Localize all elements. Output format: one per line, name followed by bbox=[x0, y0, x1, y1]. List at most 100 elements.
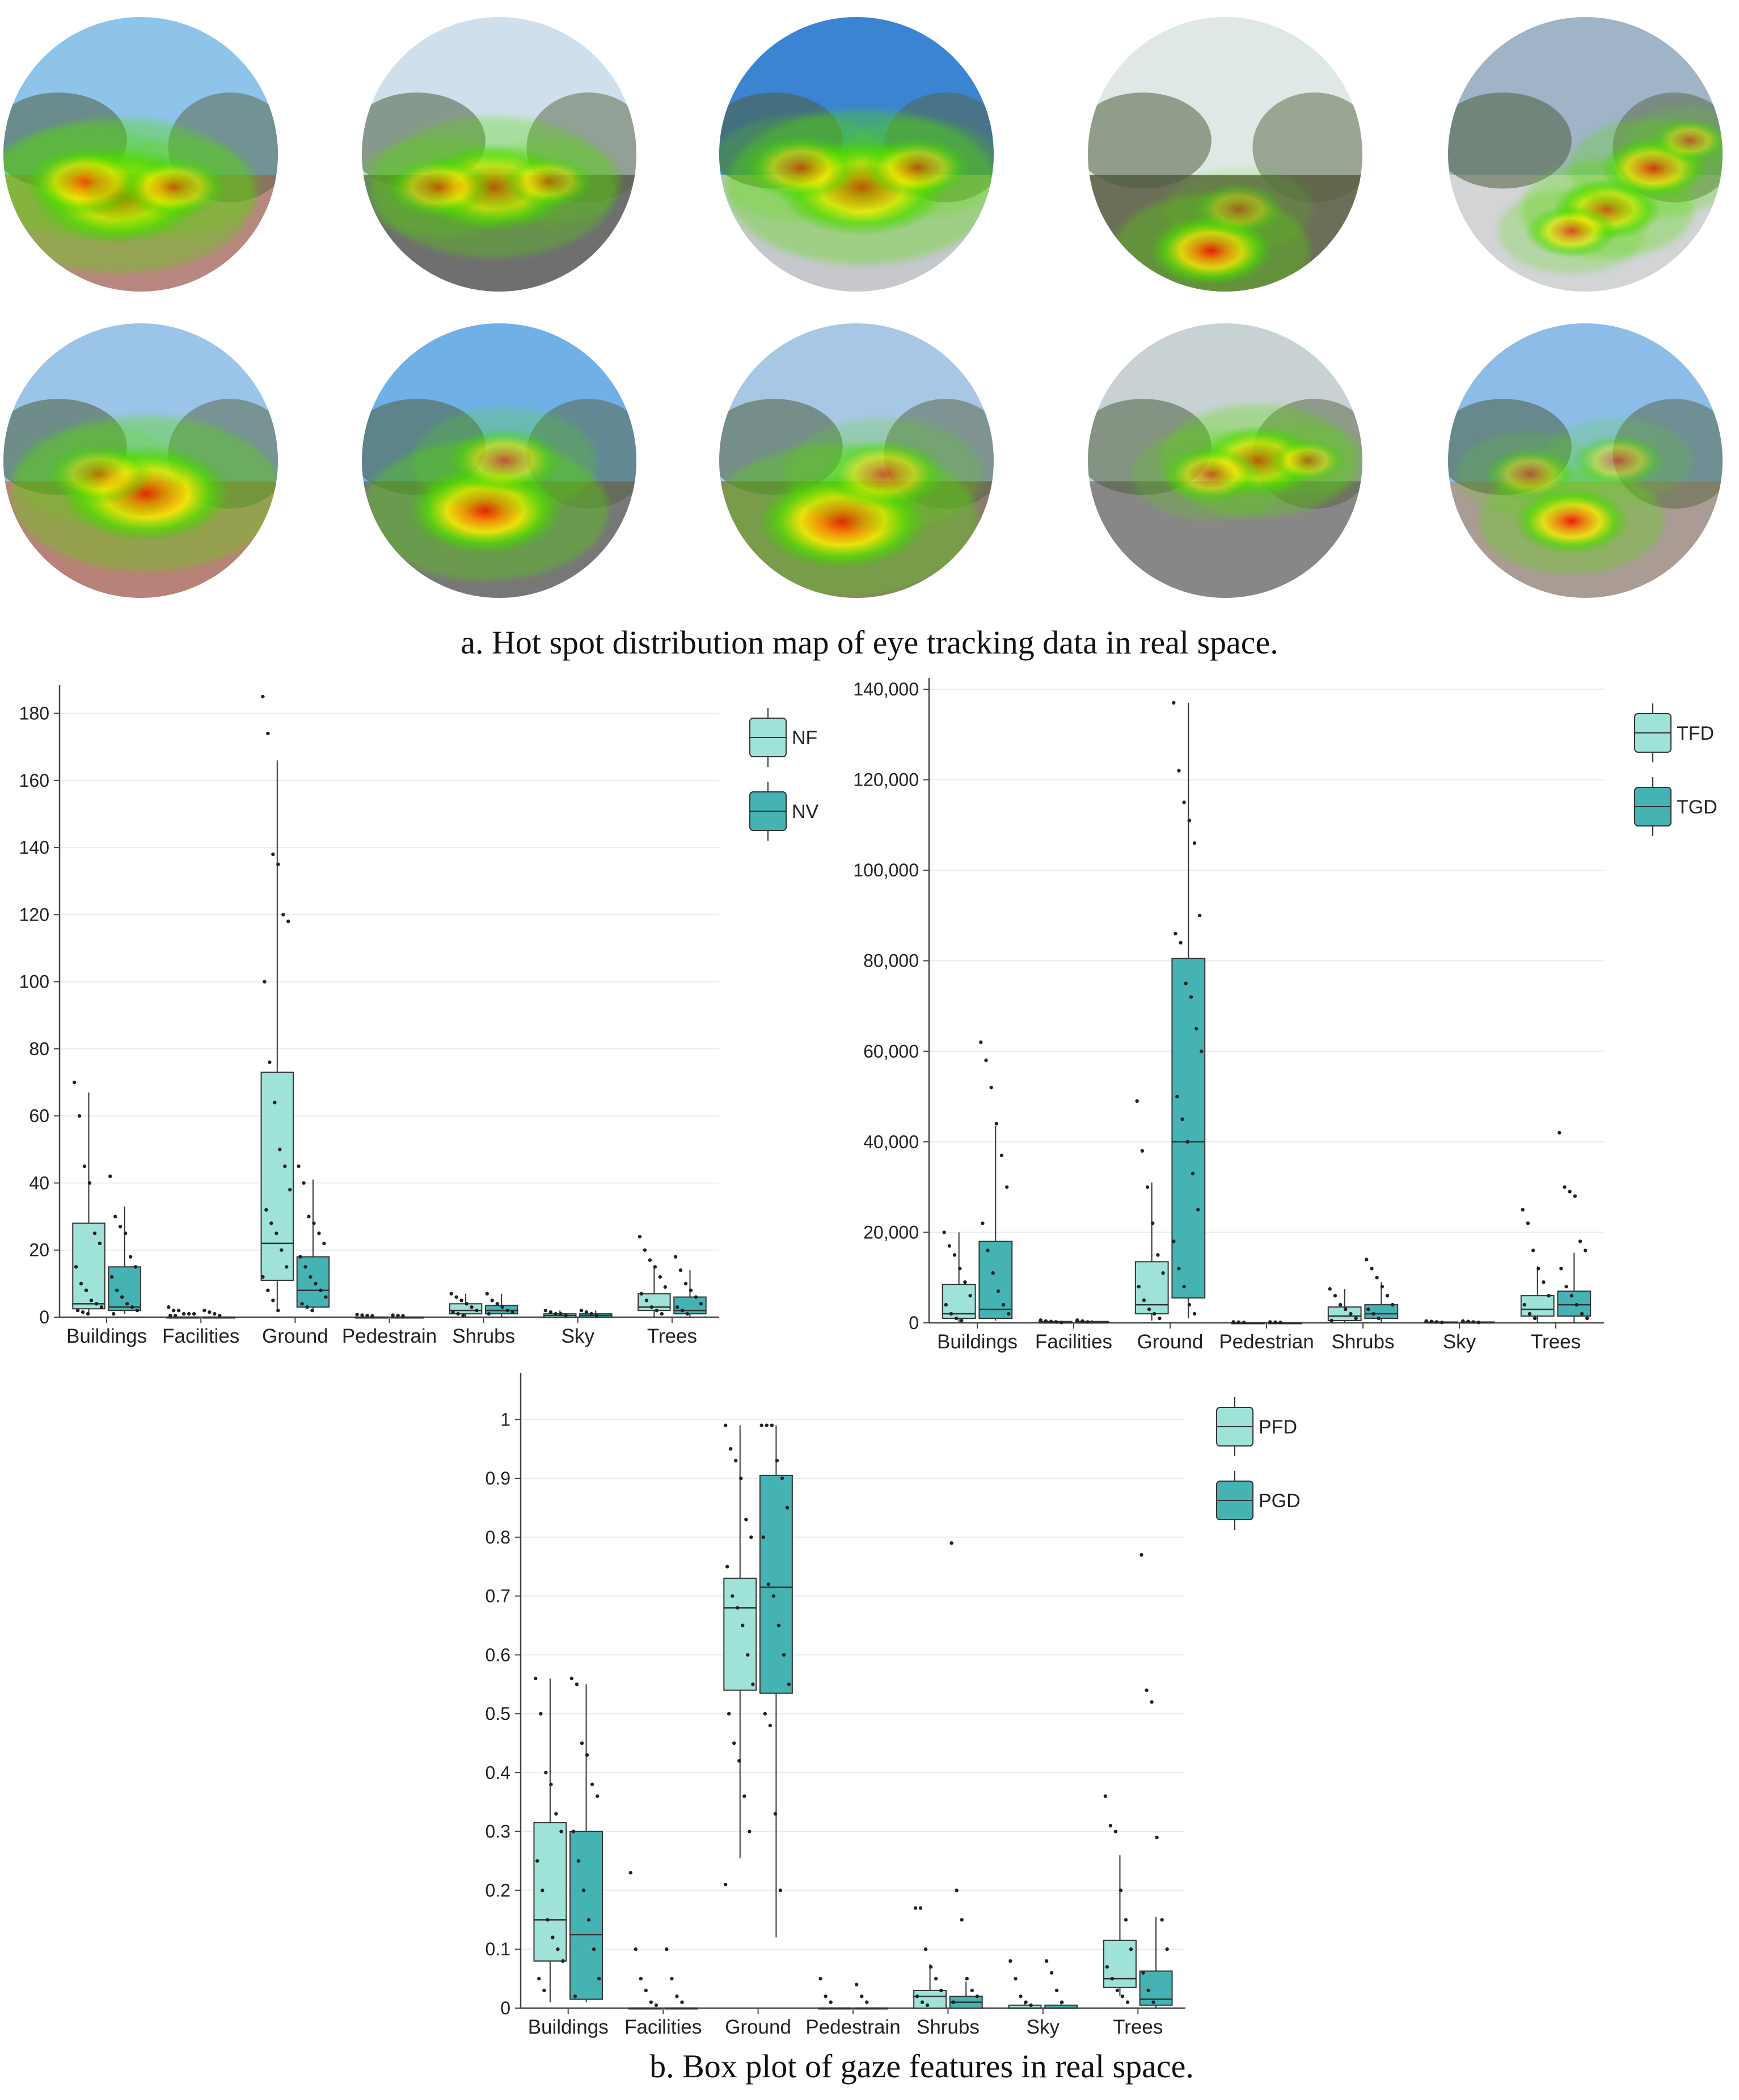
data-point bbox=[1547, 1293, 1551, 1298]
heatmap-image bbox=[3, 17, 278, 292]
caption-b: b. Box plot of gaze features in real spa… bbox=[649, 2048, 1194, 2085]
data-point bbox=[487, 1312, 491, 1316]
data-point bbox=[986, 1249, 990, 1253]
data-point bbox=[264, 1208, 268, 1212]
data-point bbox=[999, 1153, 1004, 1157]
data-point bbox=[1019, 1994, 1023, 1998]
data-point bbox=[1175, 1094, 1179, 1099]
data-point bbox=[75, 1308, 80, 1313]
data-point bbox=[1174, 931, 1177, 936]
data-point bbox=[128, 1255, 133, 1259]
data-point bbox=[730, 1594, 735, 1598]
data-point bbox=[456, 1312, 460, 1316]
box-nf bbox=[260, 694, 294, 1313]
x-tick-label: Ground bbox=[262, 1325, 328, 1347]
data-point bbox=[934, 1976, 938, 1981]
data-point bbox=[675, 1994, 679, 1998]
data-point bbox=[1578, 1239, 1582, 1243]
data-point bbox=[586, 1918, 591, 1922]
data-point bbox=[564, 1313, 568, 1318]
box-nv bbox=[579, 1308, 613, 1318]
data-point bbox=[1434, 1320, 1439, 1324]
data-point bbox=[461, 1313, 465, 1318]
box-pfd bbox=[533, 1676, 567, 2002]
y-tick-label: 120 bbox=[19, 904, 49, 925]
data-point bbox=[1080, 1319, 1084, 1323]
x-tick-label: Shrubs bbox=[1332, 1331, 1395, 1353]
x-tick-label: Sky bbox=[1443, 1331, 1476, 1353]
box-body bbox=[1171, 958, 1206, 1299]
data-point bbox=[79, 1281, 83, 1286]
data-point bbox=[751, 1682, 755, 1686]
data-point bbox=[268, 1060, 272, 1064]
data-point bbox=[768, 1723, 773, 1728]
chart-fixation-counts: 0 20 40 60 80 100 120 140 160 180 Buildings Facilit… bbox=[19, 685, 819, 1347]
data-point bbox=[1158, 1316, 1162, 1321]
x-tick-label: Ground bbox=[1137, 1331, 1204, 1353]
data-point bbox=[680, 2000, 684, 2004]
data-point bbox=[576, 1859, 581, 1863]
box-pfd bbox=[628, 1871, 662, 2010]
data-point bbox=[1180, 1117, 1184, 1121]
data-point bbox=[739, 1476, 743, 1481]
data-point bbox=[542, 1988, 546, 1993]
data-point bbox=[202, 1308, 206, 1313]
data-point bbox=[589, 1312, 594, 1316]
data-point bbox=[360, 1313, 364, 1317]
box-pfd bbox=[913, 1906, 947, 2009]
data-point bbox=[1165, 1947, 1169, 1951]
box-pgd bbox=[949, 1541, 983, 2009]
heatmap-image bbox=[1088, 323, 1362, 598]
data-point bbox=[1004, 1185, 1009, 1189]
data-point bbox=[510, 1310, 514, 1314]
data-point bbox=[77, 1114, 82, 1118]
data-point bbox=[1580, 1312, 1584, 1316]
data-point bbox=[573, 1994, 577, 1998]
data-point bbox=[1151, 2000, 1155, 2004]
box-body bbox=[1520, 1295, 1555, 1317]
data-point bbox=[1014, 1976, 1018, 1981]
data-point bbox=[675, 1305, 679, 1309]
x-tick-label: Trees bbox=[647, 1325, 697, 1347]
x-tick-label: Facilities bbox=[1035, 1331, 1112, 1353]
data-point bbox=[824, 1994, 828, 1998]
data-point bbox=[670, 1976, 674, 1981]
data-point bbox=[766, 1582, 771, 1587]
data-point bbox=[1569, 1293, 1573, 1298]
data-point bbox=[556, 1947, 560, 1951]
data-point bbox=[1108, 1824, 1113, 1828]
data-point bbox=[1476, 1321, 1481, 1325]
data-point bbox=[546, 1918, 550, 1922]
data-point bbox=[554, 1312, 558, 1316]
foliage bbox=[1448, 92, 1572, 189]
data-point bbox=[683, 1281, 688, 1286]
box-body bbox=[108, 1266, 141, 1312]
box-pgd bbox=[854, 1983, 888, 2010]
data-point bbox=[111, 1312, 116, 1316]
data-point bbox=[1349, 1312, 1353, 1316]
data-point bbox=[1187, 1302, 1192, 1307]
gaze-hotspot bbox=[1161, 445, 1261, 503]
data-point bbox=[737, 1759, 741, 1763]
data-point bbox=[728, 1447, 733, 1451]
data-point bbox=[860, 1994, 864, 1998]
data-point bbox=[1197, 913, 1202, 918]
data-point bbox=[281, 913, 285, 917]
data-point bbox=[723, 1882, 728, 1887]
data-point bbox=[925, 2003, 930, 2008]
data-point bbox=[1583, 1249, 1588, 1253]
data-point bbox=[273, 1100, 277, 1104]
data-point bbox=[278, 1148, 282, 1152]
data-point bbox=[1151, 1221, 1155, 1225]
data-point bbox=[168, 1313, 172, 1318]
data-point bbox=[584, 1310, 589, 1314]
data-point bbox=[1522, 1302, 1526, 1307]
data-point bbox=[1365, 1258, 1369, 1262]
data-point bbox=[485, 1292, 489, 1296]
data-point bbox=[1568, 1190, 1572, 1194]
data-point bbox=[742, 1794, 746, 1798]
data-point bbox=[305, 1305, 309, 1309]
box-tgd bbox=[1364, 1258, 1399, 1323]
data-point bbox=[495, 1302, 499, 1306]
box-tgd bbox=[1461, 1319, 1495, 1325]
